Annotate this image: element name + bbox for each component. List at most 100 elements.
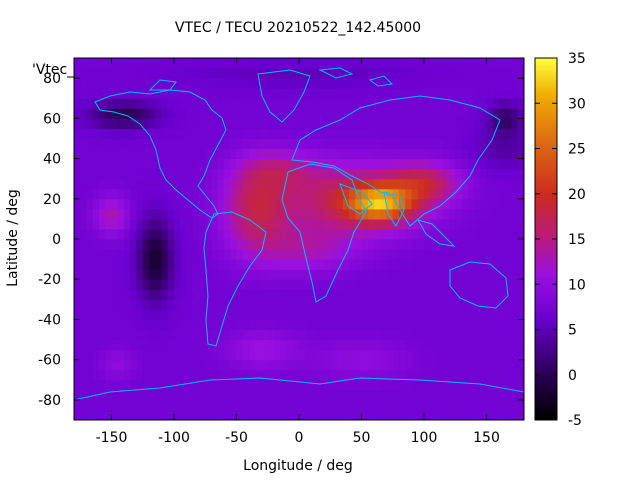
heatmap-cell	[474, 88, 481, 99]
heatmap-cell	[517, 359, 524, 371]
heatmap-cell	[330, 158, 338, 170]
heatmap-cell	[280, 269, 288, 280]
colorbar-tick-label: 20	[568, 187, 586, 203]
heatmap-cell	[386, 329, 394, 341]
heatmap-cell	[186, 259, 194, 270]
heatmap-cell	[86, 299, 94, 310]
heatmap-cell	[442, 218, 450, 230]
heatmap-cell	[236, 289, 244, 300]
heatmap-cell	[436, 158, 444, 170]
heatmap-cell	[180, 239, 188, 250]
heatmap-cell	[436, 58, 444, 69]
heatmap-cell	[449, 319, 456, 331]
heatmap-cell	[286, 269, 294, 280]
heatmap-cell	[499, 329, 506, 341]
y-tick-label: 20	[43, 192, 61, 208]
heatmap-cell	[117, 319, 125, 331]
coastlines	[74, 67, 524, 401]
heatmap-cell	[430, 249, 438, 260]
heatmap-cell	[449, 289, 456, 300]
heatmap-cell	[255, 198, 263, 210]
heatmap-cell	[467, 148, 475, 160]
heatmap-cell	[330, 178, 338, 190]
heatmap-cell	[161, 208, 169, 220]
heatmap-cell	[374, 138, 381, 150]
heatmap-cell	[224, 228, 231, 240]
heatmap-cell	[236, 208, 244, 220]
heatmap-cell	[417, 329, 425, 341]
heatmap-cell	[430, 259, 438, 270]
y-tick-label: 60	[43, 111, 61, 127]
heatmap-cell	[467, 409, 475, 420]
heatmap-cell	[99, 399, 106, 411]
heatmap-cell	[349, 88, 356, 99]
heatmap-cell	[224, 359, 231, 371]
heatmap-cell	[142, 128, 150, 140]
heatmap-cell	[367, 319, 375, 331]
heatmap-cell	[361, 389, 369, 401]
heatmap-cell	[305, 128, 313, 140]
heatmap-cell	[155, 188, 163, 200]
heatmap-cell	[517, 329, 524, 341]
heatmap-cell	[167, 148, 175, 160]
heatmap-cell	[142, 208, 150, 220]
heatmap-cell	[324, 259, 331, 270]
heatmap-cell	[286, 118, 294, 129]
heatmap-cell	[105, 88, 113, 99]
heatmap-cell	[105, 349, 113, 361]
heatmap-cell	[374, 228, 381, 240]
heatmap-cell	[330, 239, 338, 250]
heatmap-cell	[317, 259, 325, 270]
heatmap-cell	[186, 339, 194, 351]
heatmap-cell	[74, 68, 81, 79]
heatmap-cell	[99, 108, 106, 119]
heatmap-cell	[424, 148, 431, 160]
heatmap-cell	[217, 78, 225, 89]
heatmap-cell	[242, 58, 250, 69]
heatmap-cell	[342, 309, 350, 321]
heatmap-cell	[92, 319, 100, 331]
heatmap-cell	[305, 319, 313, 331]
heatmap-cell	[167, 399, 175, 411]
heatmap-cell	[492, 228, 500, 240]
heatmap-cell	[330, 228, 338, 240]
heatmap-cell	[124, 118, 131, 129]
heatmap-cell	[492, 389, 500, 401]
heatmap-cell	[411, 228, 419, 240]
heatmap-cell	[217, 158, 225, 170]
heatmap-cell	[286, 379, 294, 391]
heatmap-cell	[386, 78, 394, 89]
heatmap-cell	[336, 198, 344, 210]
heatmap-cell	[486, 198, 494, 210]
heatmap-cell	[180, 218, 188, 230]
heatmap-cell	[230, 369, 238, 381]
heatmap-cell	[342, 239, 350, 250]
heatmap-cell	[311, 359, 319, 371]
heatmap-cell	[442, 178, 450, 190]
heatmap-cell	[405, 168, 413, 180]
heatmap-cell	[486, 379, 494, 391]
heatmap-cell	[461, 228, 469, 240]
heatmap-cell	[505, 359, 513, 371]
heatmap-cell	[480, 138, 488, 150]
heatmap-cell	[192, 349, 200, 361]
heatmap-cell	[324, 198, 331, 210]
heatmap-cell	[411, 299, 419, 310]
heatmap-cell	[180, 158, 188, 170]
heatmap-cell	[92, 349, 100, 361]
heatmap-cell	[242, 108, 250, 119]
heatmap-cell	[149, 339, 156, 351]
heatmap-cell	[292, 158, 300, 170]
heatmap-cell	[299, 399, 306, 411]
heatmap-cell	[199, 58, 206, 69]
heatmap-cell	[455, 88, 463, 99]
heatmap-cell	[111, 178, 119, 190]
heatmap-cell	[405, 208, 413, 220]
heatmap-cell	[392, 78, 400, 89]
heatmap-cell	[317, 58, 325, 69]
heatmap-cell	[186, 329, 194, 341]
heatmap-cell	[349, 399, 356, 411]
heatmap-cell	[236, 379, 244, 391]
heatmap-cell	[480, 218, 488, 230]
heatmap-cell	[105, 218, 113, 230]
